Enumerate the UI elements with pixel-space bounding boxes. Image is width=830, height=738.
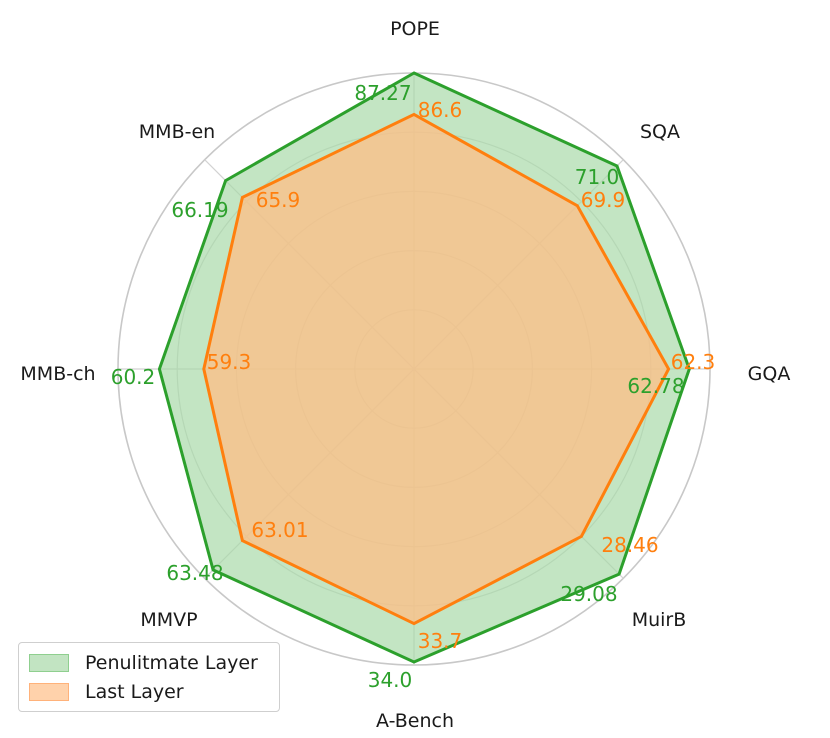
value-label-penultimate-muirb: 29.08 — [560, 582, 617, 606]
axis-label-a-bench: A-Bench — [376, 710, 454, 732]
axis-label-gqa: GQA — [748, 363, 791, 385]
value-label-penultimate-mmb-en: 66.19 — [171, 198, 228, 222]
legend-swatch-last — [29, 683, 69, 701]
value-labels: 87.27 71.0 62.78 29.08 34.0 63.48 60.2 66.19 86.… — [111, 81, 716, 692]
value-label-penultimate-sqa: 71.0 — [575, 165, 620, 189]
axis-label-sqa: SQA — [640, 121, 680, 143]
series-line-penultimate — [157, 71, 691, 664]
value-label-last-mmb-en: 65.9 — [256, 188, 301, 212]
value-label-last-mmvp: 63.01 — [251, 518, 308, 542]
legend-label-last: Last Layer — [85, 681, 184, 703]
legend-label-penultimate: Penulitmate Layer — [85, 652, 258, 674]
legend-item-penultimate: Penulitmate Layer — [29, 651, 258, 675]
value-label-penultimate-mmvp: 63.48 — [166, 561, 223, 585]
axis-label-pope: POPE — [390, 18, 440, 40]
legend: Penulitmate Layer Last Layer — [18, 642, 280, 712]
series-area-last — [203, 114, 669, 624]
axis-label-mmb-en: MMB-en — [139, 121, 215, 143]
axis-labels: POPE SQA GQA MuirB A-Bench MMVP MMB-ch MMB-en — [20, 18, 790, 732]
series-line-last — [202, 112, 671, 626]
value-label-last-pope: 86.6 — [418, 98, 463, 122]
value-label-penultimate-pope: 87.27 — [354, 81, 411, 105]
value-label-last-muirb: 28.46 — [601, 533, 658, 557]
value-label-last-gqa: 62.3 — [671, 350, 716, 374]
legend-item-last: Last Layer — [29, 680, 184, 704]
axis-label-muirb: MuirB — [632, 609, 687, 631]
axis-label-mmb-ch: MMB-ch — [20, 363, 95, 385]
value-label-penultimate-gqa: 62.78 — [627, 374, 684, 398]
radar-series — [157, 71, 691, 664]
value-label-last-sqa: 69.9 — [581, 188, 626, 212]
value-label-penultimate-mmb-ch: 60.2 — [111, 365, 156, 389]
value-label-last-mmb-ch: 59.3 — [207, 350, 252, 374]
axis-label-mmvp: MMVP — [140, 609, 197, 631]
value-label-penultimate-a-bench: 34.0 — [368, 668, 413, 692]
value-label-last-a-bench: 33.7 — [418, 629, 463, 653]
legend-swatch-penultimate — [29, 654, 69, 672]
